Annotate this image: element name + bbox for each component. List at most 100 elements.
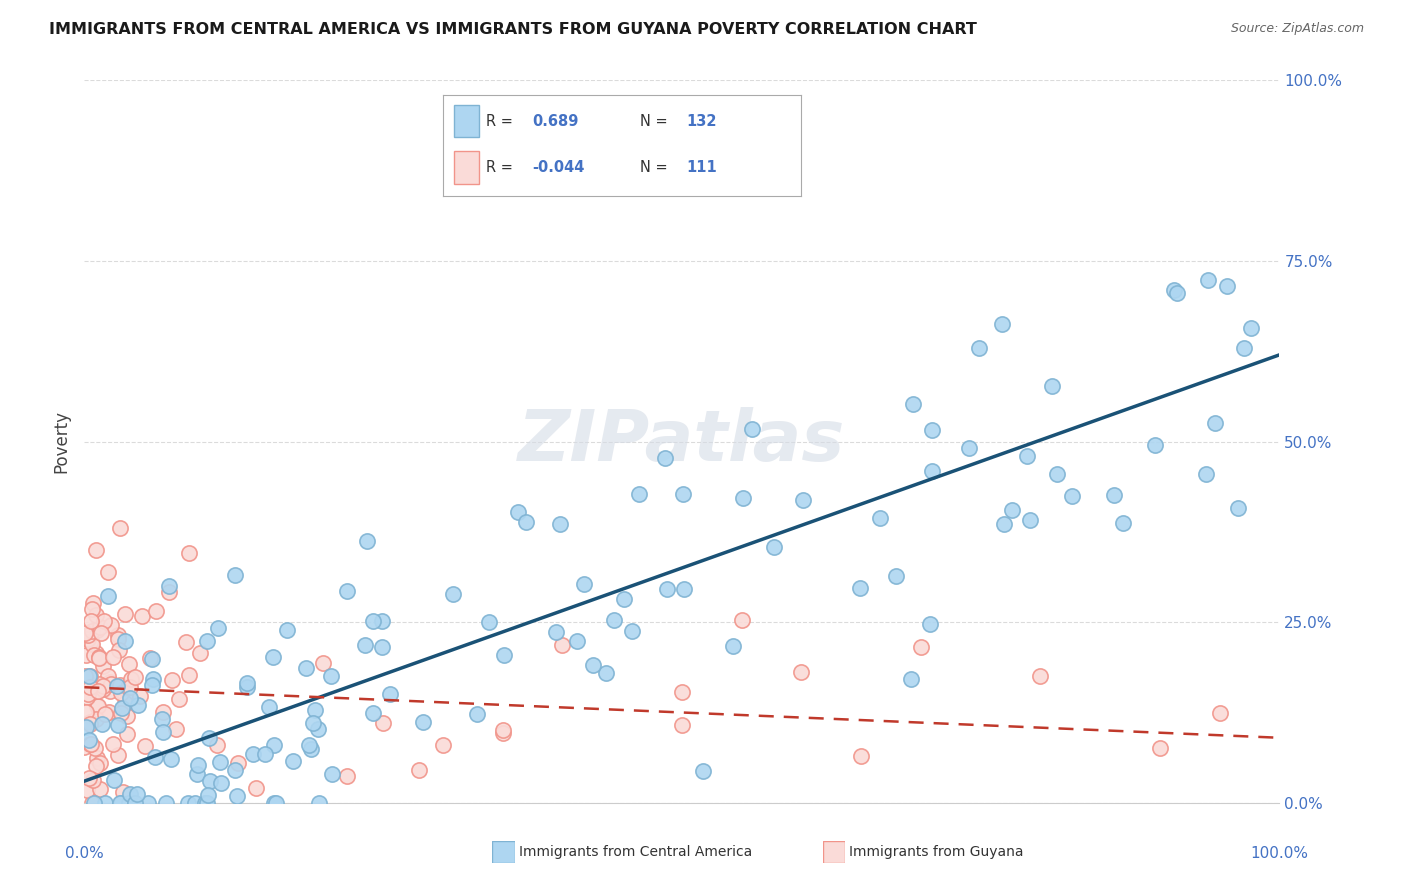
Point <box>226 789 249 803</box>
Point <box>80 637 103 651</box>
Point <box>112 785 135 799</box>
Point <box>264 796 287 810</box>
Point <box>84 740 107 755</box>
Point <box>657 582 679 596</box>
Point <box>477 615 499 629</box>
Point <box>1232 341 1254 355</box>
Point <box>492 648 515 663</box>
Point <box>312 656 335 670</box>
Point <box>671 685 693 699</box>
Point <box>621 624 644 639</box>
Point <box>299 741 322 756</box>
Point <box>993 517 1015 532</box>
Point <box>295 661 318 675</box>
Point <box>546 625 568 640</box>
Point <box>198 774 221 789</box>
Point <box>671 718 693 732</box>
Point <box>177 796 200 810</box>
Point <box>90 625 112 640</box>
Point <box>118 657 141 671</box>
Point <box>101 737 124 751</box>
Point <box>157 579 180 593</box>
Point <box>242 747 264 761</box>
Point <box>603 613 626 627</box>
Point <box>125 787 148 801</box>
Point <box>910 640 932 655</box>
Point <box>103 650 125 665</box>
Point <box>186 758 208 772</box>
Point <box>174 634 197 648</box>
Point <box>114 696 136 710</box>
Point <box>1143 438 1166 452</box>
Text: IMMIGRANTS FROM CENTRAL AMERICA VS IMMIGRANTS FROM GUYANA POVERTY CORRELATION CH: IMMIGRANTS FROM CENTRAL AMERICA VS IMMIG… <box>49 22 977 37</box>
Point <box>82 677 104 691</box>
Point <box>107 747 129 762</box>
Point <box>207 621 229 635</box>
Point <box>224 567 246 582</box>
Point <box>253 747 276 762</box>
Point <box>356 533 378 548</box>
Point <box>84 759 107 773</box>
Point <box>991 317 1014 331</box>
Point <box>124 670 146 684</box>
Point <box>1001 503 1024 517</box>
Text: Immigrants from Guyana: Immigrants from Guyana <box>849 845 1024 859</box>
Point <box>492 725 515 739</box>
Point <box>87 649 110 664</box>
Point <box>1015 449 1038 463</box>
Point <box>157 584 180 599</box>
Point <box>84 712 107 726</box>
Point <box>107 628 129 642</box>
Point <box>129 689 152 703</box>
Point <box>77 771 100 785</box>
Point <box>197 731 219 746</box>
Point <box>89 756 111 771</box>
Point <box>263 739 285 753</box>
Point <box>378 687 401 701</box>
Point <box>79 737 101 751</box>
Point <box>921 423 943 437</box>
Point <box>100 676 122 690</box>
Point <box>263 796 285 810</box>
Point <box>152 705 174 719</box>
Point <box>97 669 120 683</box>
Point <box>98 674 121 689</box>
Point <box>1029 669 1052 683</box>
Point <box>276 624 298 638</box>
Point <box>141 678 163 692</box>
Point <box>654 451 676 466</box>
Point <box>900 672 922 686</box>
Point <box>98 684 121 698</box>
Point <box>160 752 183 766</box>
Point <box>97 705 120 719</box>
Point <box>302 715 325 730</box>
Point <box>111 701 134 715</box>
Point <box>77 668 100 682</box>
Point <box>139 651 162 665</box>
Point <box>353 638 375 652</box>
Point <box>548 517 571 532</box>
Point <box>262 649 284 664</box>
Point <box>183 796 205 810</box>
Point <box>87 650 110 665</box>
Point <box>1166 285 1188 300</box>
Point <box>298 739 321 753</box>
Point <box>304 703 326 717</box>
Point <box>89 781 111 796</box>
Point <box>107 718 129 732</box>
Point <box>1195 467 1218 481</box>
Point <box>86 542 108 557</box>
Point <box>127 698 149 712</box>
Point <box>361 706 384 720</box>
Point <box>100 618 122 632</box>
Point <box>145 604 167 618</box>
Point <box>492 723 515 738</box>
Point <box>114 689 136 703</box>
Point <box>82 624 104 638</box>
Point <box>79 614 101 628</box>
Point <box>86 623 108 637</box>
Point <box>194 796 217 810</box>
Point <box>957 441 980 455</box>
Point <box>467 706 489 721</box>
Point <box>441 587 464 601</box>
